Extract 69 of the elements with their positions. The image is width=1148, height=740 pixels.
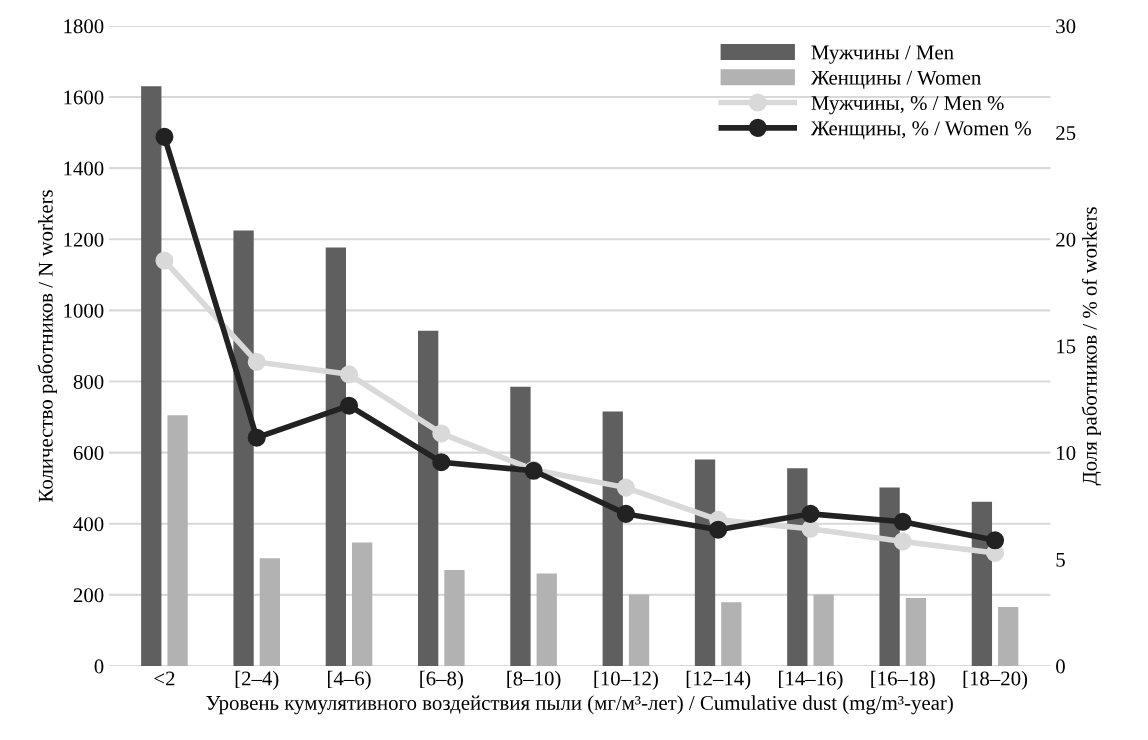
point bbox=[155, 127, 174, 146]
y2-axis-title: Доля работников / % of workers bbox=[1081, 207, 1102, 486]
y2-tick-label: 15 bbox=[1057, 339, 1076, 354]
point bbox=[247, 428, 266, 447]
y-tick-label: 0 bbox=[94, 659, 104, 674]
y-tick-label: 200 bbox=[73, 588, 104, 603]
x-tick-label: [14–16) bbox=[779, 670, 843, 690]
point bbox=[155, 251, 174, 270]
y2-tick-label: 5 bbox=[1056, 552, 1065, 567]
x-tick-label: [4–6) bbox=[328, 670, 371, 690]
y-tick-label: 1800 bbox=[64, 19, 104, 34]
x-tick-label: [10–12) bbox=[594, 670, 658, 690]
bar bbox=[694, 459, 716, 666]
y2-tick-label: 10 bbox=[1057, 446, 1076, 461]
bar bbox=[536, 573, 557, 666]
bar bbox=[787, 468, 808, 666]
point bbox=[247, 352, 266, 371]
point bbox=[616, 504, 635, 523]
bar bbox=[602, 411, 623, 666]
x-axis-title: Уровень кумулятивного воздействия пыли (мг/м³-лет) / Cumulative dust (mg/m³-year) bbox=[206, 695, 953, 715]
point bbox=[339, 396, 359, 415]
bar bbox=[628, 594, 650, 666]
bar bbox=[352, 542, 373, 666]
bar bbox=[325, 247, 347, 666]
y-axis-title: Количество работников / N workers bbox=[37, 190, 57, 502]
y-tick-label: 1200 bbox=[64, 232, 104, 247]
legend-label: Мужчины, % / Men % bbox=[811, 95, 1004, 115]
x-tick-label: [16–18) bbox=[871, 670, 935, 690]
legend-label: Женщины, % / Women % bbox=[810, 121, 1031, 140]
y2-tick-label: 30 bbox=[1056, 19, 1076, 34]
legend-label: Женщины / Women bbox=[810, 70, 982, 89]
point bbox=[339, 365, 359, 384]
legend-label: Мужчины / Men bbox=[811, 45, 954, 64]
point bbox=[801, 519, 820, 538]
bar bbox=[813, 594, 834, 666]
bar bbox=[444, 569, 465, 666]
y-tick-label: 800 bbox=[73, 374, 104, 389]
point bbox=[893, 512, 912, 531]
x-tick-label: [12–14) bbox=[686, 670, 751, 690]
y-tick-label: 1400 bbox=[64, 161, 104, 176]
y-tick-label: 1600 bbox=[64, 90, 104, 105]
x-tick-label: <2 bbox=[154, 671, 175, 686]
bar bbox=[879, 487, 900, 666]
bar bbox=[510, 386, 531, 666]
x-tick-label: [8–10) bbox=[507, 670, 561, 690]
bar bbox=[141, 86, 162, 666]
x-tick-label: [2–4) bbox=[235, 670, 279, 690]
point bbox=[893, 532, 912, 551]
bar bbox=[418, 330, 439, 666]
bar bbox=[233, 230, 254, 666]
y2-tick-label: 25 bbox=[1056, 126, 1076, 141]
point bbox=[432, 453, 451, 472]
bar bbox=[905, 598, 927, 666]
y2-tick-label: 20 bbox=[1056, 232, 1076, 247]
y-tick-label: 400 bbox=[73, 517, 104, 532]
bar bbox=[259, 558, 281, 666]
bar bbox=[167, 415, 188, 666]
x-tick-label: [18–20) bbox=[963, 670, 1028, 690]
bar bbox=[998, 606, 1019, 666]
y2-tick-label: 0 bbox=[1056, 659, 1065, 674]
bar bbox=[721, 602, 742, 666]
point bbox=[709, 520, 728, 539]
point bbox=[801, 504, 820, 523]
y-tick-label: 600 bbox=[73, 446, 104, 461]
point bbox=[432, 424, 451, 443]
point bbox=[986, 531, 1005, 550]
point bbox=[616, 478, 635, 497]
y-tick-label: 1000 bbox=[64, 303, 104, 318]
x-tick-label: [6–8) bbox=[420, 670, 463, 690]
